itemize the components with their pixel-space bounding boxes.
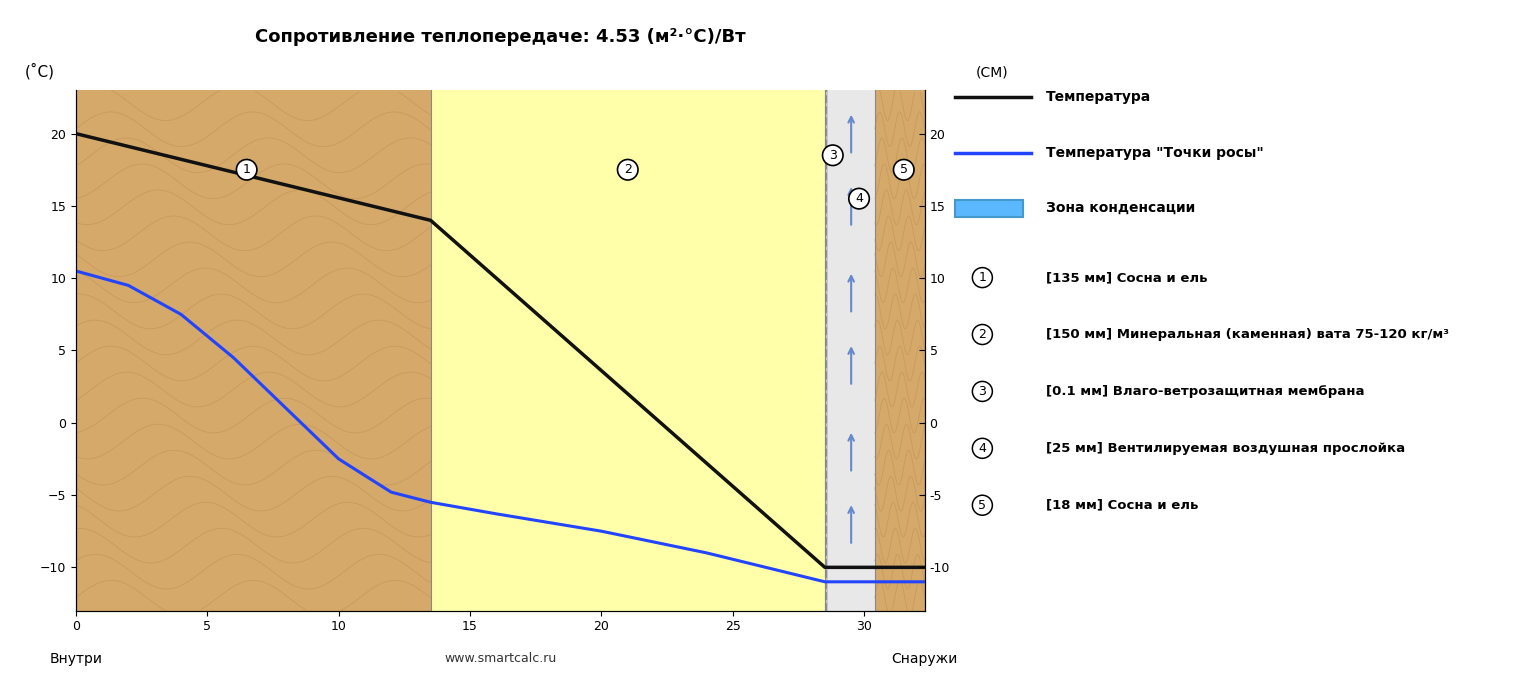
Text: 4: 4 bbox=[855, 192, 863, 205]
Text: 3: 3 bbox=[978, 385, 987, 398]
Text: Температура: Температура bbox=[1046, 90, 1151, 104]
Text: (СМ): (СМ) bbox=[976, 66, 1008, 80]
Text: 3: 3 bbox=[829, 149, 837, 162]
Text: www.smartcalc.ru: www.smartcalc.ru bbox=[444, 652, 556, 666]
Bar bbox=[76, 90, 431, 611]
Text: Снаружи: Снаружи bbox=[891, 652, 958, 666]
Text: [25 мм] Вентилируемая воздушная прослойка: [25 мм] Вентилируемая воздушная прослойк… bbox=[1046, 442, 1405, 455]
Text: (˚C): (˚C) bbox=[24, 63, 55, 80]
Text: [135 мм] Сосна и ель: [135 мм] Сосна и ель bbox=[1046, 271, 1208, 284]
Text: Температура "Точки росы": Температура "Точки росы" bbox=[1046, 146, 1264, 160]
Bar bbox=[431, 90, 825, 611]
Text: [0.1 мм] Влаго-ветрозащитная мембрана: [0.1 мм] Влаго-ветрозащитная мембрана bbox=[1046, 385, 1364, 398]
Text: Зона конденсации: Зона конденсации bbox=[1046, 201, 1195, 215]
Text: [18 мм] Сосна и ель: [18 мм] Сосна и ель bbox=[1046, 499, 1199, 511]
Bar bbox=[825, 90, 828, 611]
Text: 5: 5 bbox=[899, 163, 908, 176]
Text: 5: 5 bbox=[978, 499, 987, 511]
Text: 1: 1 bbox=[243, 163, 250, 176]
Bar bbox=[828, 90, 875, 611]
Text: Внутри: Внутри bbox=[50, 652, 102, 666]
Text: [150 мм] Минеральная (каменная) вата 75-120 кг/м³: [150 мм] Минеральная (каменная) вата 75-… bbox=[1046, 328, 1449, 341]
Text: 2: 2 bbox=[623, 163, 632, 176]
Text: 1: 1 bbox=[978, 271, 987, 284]
Bar bbox=[875, 90, 925, 611]
Text: 4: 4 bbox=[978, 442, 987, 455]
Text: 2: 2 bbox=[978, 328, 987, 341]
Text: Сопротивление теплопередаче: 4.53 (м²·°С)/Вт: Сопротивление теплопередаче: 4.53 (м²·°С… bbox=[255, 28, 746, 46]
